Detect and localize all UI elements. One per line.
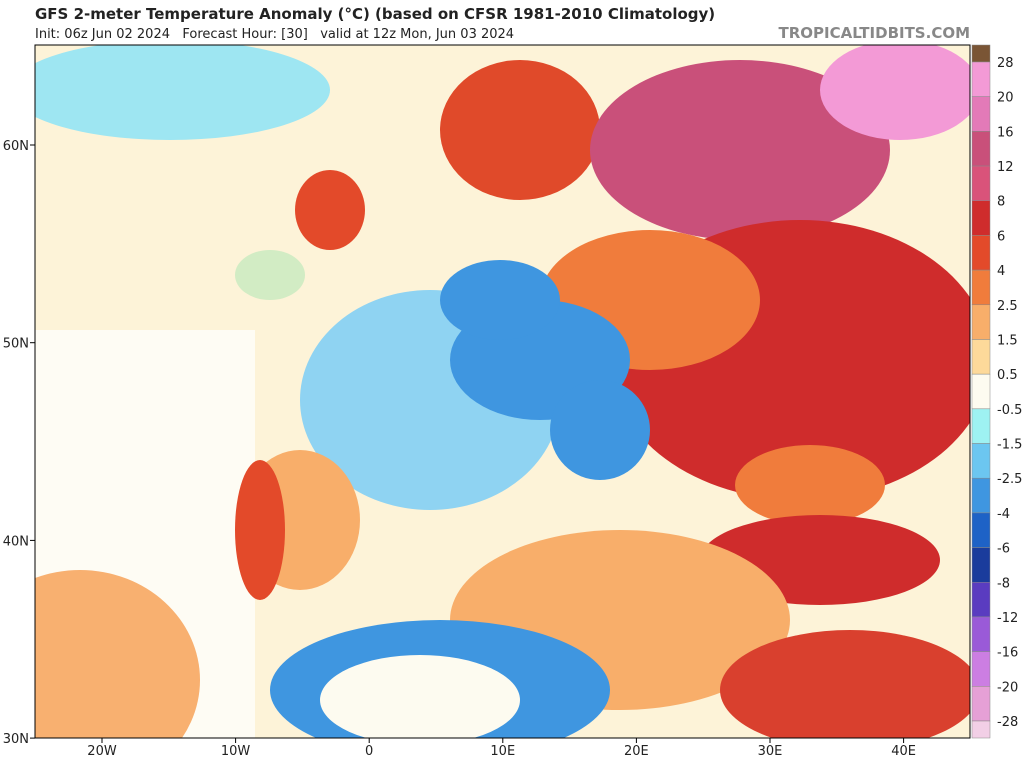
lon-label: 30E xyxy=(758,744,783,757)
colorbar-band xyxy=(971,512,991,548)
colorbar-label: 1.5 xyxy=(997,333,1018,348)
colorbar-label: 6 xyxy=(997,229,1005,244)
title: GFS 2-meter Temperature Anomaly (°C) (ba… xyxy=(35,5,715,23)
colorbar-band xyxy=(971,582,991,618)
lon-label: 40E xyxy=(891,744,916,757)
lon-label: 10W xyxy=(221,744,251,757)
colorbar-label: -20 xyxy=(997,680,1018,695)
colorbar-band xyxy=(971,720,991,739)
colorbar-label: 2.5 xyxy=(997,299,1018,314)
colorbar-label: -6 xyxy=(997,542,1010,557)
subtitle: Init: 06z Jun 02 2024 Forecast Hour: [30… xyxy=(35,27,514,42)
colorbar-label: -16 xyxy=(997,646,1018,661)
lat-label: 30N xyxy=(3,732,29,747)
colorbar-label: 12 xyxy=(997,160,1014,175)
lat-label: 50N xyxy=(3,337,29,352)
colorbar-band xyxy=(971,616,991,652)
colorbar-band xyxy=(971,235,991,271)
colorbar-band xyxy=(971,686,991,722)
colorbar-label: -0.5 xyxy=(997,403,1022,418)
colorbar-band xyxy=(971,651,991,687)
lon-label: 20E xyxy=(624,744,649,757)
colorbar-label: 8 xyxy=(997,195,1005,210)
lon-label: 20W xyxy=(87,744,117,757)
colorbar-band xyxy=(971,131,991,167)
colorbar-band xyxy=(971,269,991,306)
colorbar-band xyxy=(971,339,991,375)
colorbar-band xyxy=(971,304,991,340)
lat-label: 40N xyxy=(3,534,29,549)
colorbar-label: 28 xyxy=(997,56,1014,71)
map xyxy=(35,45,970,738)
colorbar-label: -4 xyxy=(997,507,1010,522)
colorbar-label: 20 xyxy=(997,91,1014,106)
colorbar: 28 20 16 12 8 6 4 2.5 1.5 0.5 -0.5 -1.5 -2.5 -4 -6 -8 -1… xyxy=(971,44,1022,739)
lon-label: 0 xyxy=(365,744,373,757)
colorbar-label: 0.5 xyxy=(997,368,1018,383)
colorbar-label: -1.5 xyxy=(997,438,1022,453)
colorbar-label: -12 xyxy=(997,611,1018,626)
colorbar-band xyxy=(971,200,991,236)
colorbar-label: -28 xyxy=(997,715,1018,730)
watermark: TROPICALTIDBITS.COM xyxy=(779,24,971,42)
colorbar-label: 4 xyxy=(997,264,1005,279)
colorbar-band xyxy=(971,96,991,132)
colorbar-band xyxy=(971,408,991,444)
colorbar-label: 16 xyxy=(997,125,1014,140)
colorbar-label: -8 xyxy=(997,576,1010,591)
colorbar-band xyxy=(971,44,991,63)
colorbar-band xyxy=(971,373,991,410)
lon-label: 10E xyxy=(490,744,515,757)
colorbar-label: -2.5 xyxy=(997,472,1022,487)
lat-label: 60N xyxy=(3,139,29,154)
colorbar-band xyxy=(971,477,991,514)
colorbar-band xyxy=(971,443,991,479)
colorbar-band xyxy=(971,165,991,201)
axes: 60N 50N 40N 30N 20W 10W 0 10E 20E 30E 40E xyxy=(3,139,916,759)
colorbar-band xyxy=(971,61,991,97)
colorbar-band xyxy=(971,547,991,583)
